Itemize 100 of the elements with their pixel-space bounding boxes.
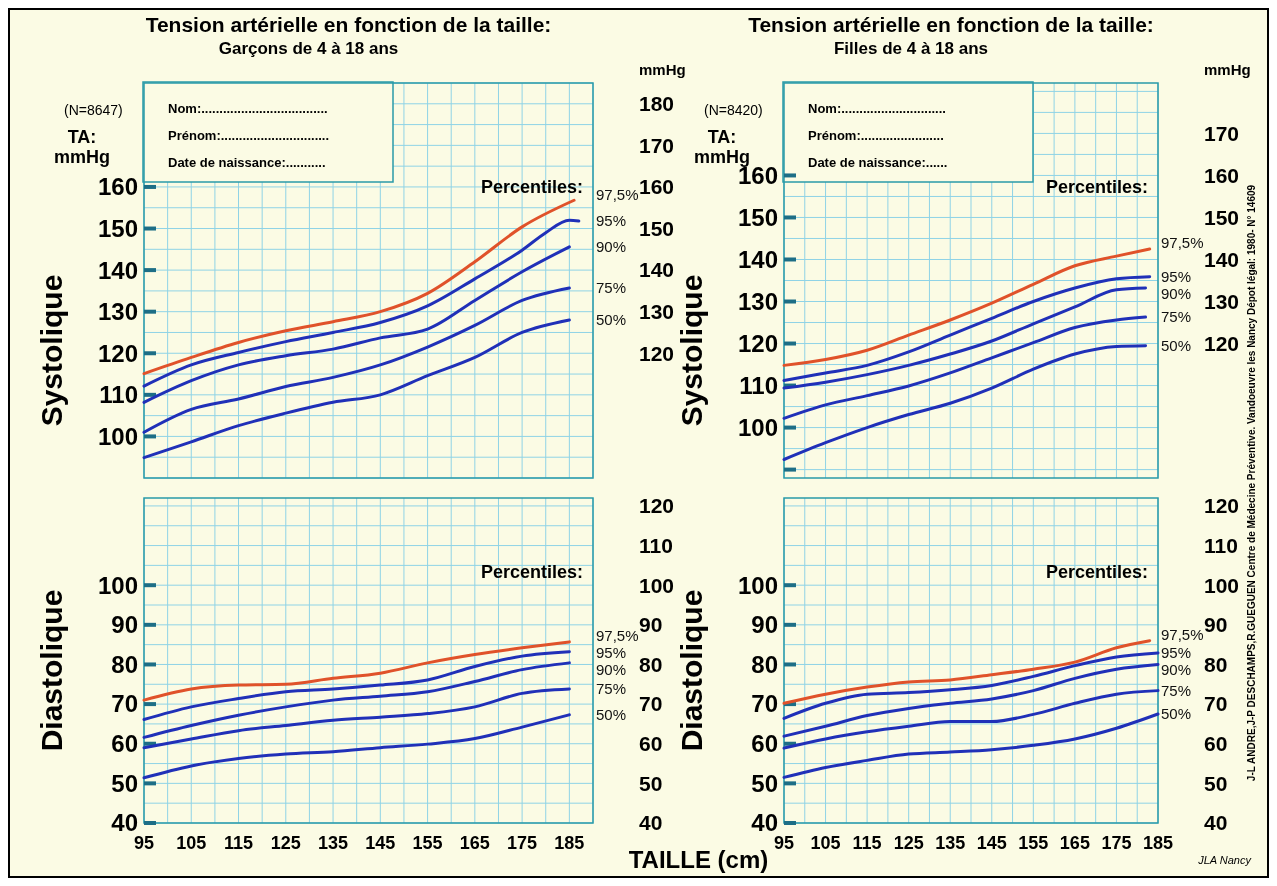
- y2-tick-label: 70: [1204, 692, 1228, 716]
- text: TA: mmHg: [53, 127, 111, 167]
- series-label: 75%: [1161, 308, 1192, 326]
- y-tick-label: 110: [739, 371, 778, 399]
- y2-tick-label: 140: [639, 258, 675, 282]
- y2-tick-label: 60: [639, 732, 663, 756]
- line-series: [782, 662, 1160, 738]
- y2-tick-label: 160: [639, 175, 675, 199]
- line-series: [142, 650, 571, 722]
- annotation: Date de naissance:...........: [168, 155, 326, 170]
- line-series: [782, 315, 1148, 420]
- y2-tick-label: 80: [639, 652, 663, 676]
- y-tick-label: 90: [111, 611, 138, 639]
- y2-tick-label: 90: [1204, 613, 1228, 637]
- line-series: [782, 247, 1152, 367]
- series-label: 90%: [596, 661, 627, 679]
- y2-tick-label: 120: [639, 494, 675, 518]
- series-label: 95%: [596, 212, 627, 230]
- y2-tick-label: 150: [639, 216, 675, 240]
- y2-tick-label: 50: [639, 771, 663, 795]
- series-label: 50%: [1161, 336, 1192, 354]
- x-tick-label: 105: [810, 833, 841, 853]
- y-tick-label: 120: [97, 339, 138, 367]
- y-tick-label: 60: [751, 730, 778, 758]
- y2-tick-label: 180: [639, 92, 675, 116]
- y2-tick-label: 170: [1204, 121, 1240, 145]
- y-tick-label: 110: [99, 381, 138, 409]
- series-label: 97,5%: [1161, 234, 1204, 252]
- y-tick-label: 140: [97, 256, 138, 284]
- y-tick-label: 160: [97, 173, 138, 201]
- chart-title: Tension artérielle en fonction de la taille:: [748, 13, 1154, 36]
- y2-axis-title: mmHg: [1204, 61, 1251, 78]
- x-tick-label: 135: [318, 833, 349, 853]
- x-tick-label: 185: [1142, 833, 1174, 853]
- line-series: [782, 689, 1160, 750]
- series-label: 50%: [596, 706, 627, 724]
- y2-tick-label: 70: [639, 692, 663, 716]
- y2-tick-label: 40: [639, 811, 663, 835]
- series-label: 97,5%: [596, 185, 639, 203]
- annotation: Percentiles:: [1045, 177, 1148, 197]
- y2-tick-label: 40: [1204, 811, 1228, 835]
- series-label: 50%: [1161, 705, 1192, 723]
- y-tick-label: 150: [737, 203, 778, 231]
- y2-tick-label: 170: [639, 133, 675, 157]
- line-series: [142, 286, 571, 434]
- line-series: [142, 687, 571, 750]
- chart-subtitle: Filles de 4 à 18 ans: [833, 39, 989, 58]
- y-axis-title: Systolique: [675, 274, 708, 427]
- y2-tick-label: 90: [639, 613, 663, 637]
- y-tick-label: 140: [737, 245, 778, 273]
- y-tick-label: 130: [737, 287, 778, 315]
- y2-tick-label: 60: [1204, 732, 1228, 756]
- y2-tick-label: 130: [1204, 289, 1240, 313]
- y-tick-label: 100: [737, 571, 778, 599]
- series-label: 50%: [596, 311, 627, 329]
- x-tick-label: 145: [976, 833, 1007, 853]
- y2-axis-title: mmHg: [639, 61, 686, 78]
- y-axis-title: Systolique: [35, 274, 68, 427]
- y-tick-label: 130: [97, 298, 138, 326]
- y2-tick-label: 130: [639, 300, 675, 324]
- line-series: [782, 651, 1160, 720]
- x-tick-label: 155: [1018, 833, 1049, 853]
- y2-tick-label: 80: [1204, 652, 1228, 676]
- y2-tick-label: 150: [1204, 205, 1240, 229]
- series-label: 97,5%: [596, 627, 639, 645]
- text: (N=8647): [64, 102, 123, 118]
- y2-tick-label: 160: [1204, 163, 1240, 187]
- x-tick-label: 175: [1101, 833, 1132, 853]
- y2-tick-label: 110: [1204, 533, 1238, 557]
- chart-title: Tension artérielle en fonction de la taille:: [145, 13, 552, 36]
- y2-tick-label: 50: [1204, 771, 1228, 795]
- y2-tick-label: 100: [639, 573, 675, 597]
- series-label: 95%: [1161, 644, 1192, 662]
- x-tick-label: 175: [507, 833, 538, 853]
- line-series: [142, 218, 581, 388]
- line-series: [142, 713, 571, 780]
- x-tick-label: 185: [554, 833, 585, 853]
- y2-tick-label: 120: [1204, 331, 1240, 355]
- y2-tick-label: 140: [1204, 247, 1240, 271]
- line-series: [142, 198, 576, 376]
- annotation: Nom:...................................: [168, 101, 328, 116]
- y2-tick-label: 120: [639, 341, 675, 365]
- y-tick-label: 120: [737, 329, 778, 357]
- y-tick-label: 70: [111, 690, 138, 718]
- y-tick-label: 80: [111, 650, 138, 678]
- y-tick-label: 90: [751, 611, 778, 639]
- series-label: 75%: [1161, 681, 1192, 699]
- series-label: 97,5%: [1161, 625, 1204, 643]
- series-label: 75%: [596, 680, 627, 698]
- x-tick-label: 125: [270, 833, 301, 853]
- x-tick-label: 155: [412, 833, 443, 853]
- annotation: Percentiles:: [480, 562, 583, 582]
- annotation: Prénom:..............................: [168, 128, 330, 143]
- line-series: [142, 661, 571, 739]
- series-label: 90%: [596, 238, 627, 256]
- y-axis-title: Diastolique: [35, 589, 68, 752]
- y-tick-label: 80: [751, 650, 778, 678]
- x-tick-label: 145: [365, 833, 396, 853]
- y-tick-label: 150: [97, 214, 138, 242]
- y-tick-label: 60: [111, 730, 138, 758]
